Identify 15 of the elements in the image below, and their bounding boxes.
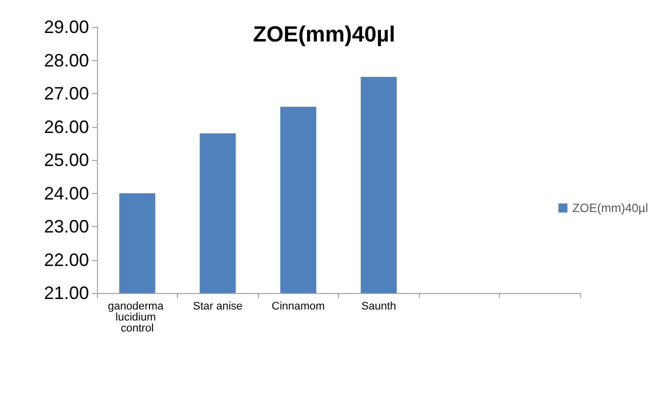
y-tick-label: 27.00 [44,84,89,104]
x-tick-label: Saunth [361,300,396,312]
y-tick-label: 21.00 [44,283,89,303]
chart-title: ZOE(mm)40µl [253,22,396,46]
y-tick-label: 26.00 [44,116,89,137]
legend-label: ZOE(mm)40µl [572,201,648,215]
y-tick-label: 29.00 [44,17,89,37]
y-tick-label: 25.00 [44,150,89,170]
y-tick-label: 23.00 [44,216,89,236]
x-tick-label: ganoderma lucidium control [108,300,167,334]
y-tick-label: 24.00 [44,183,89,204]
y-tick-label: 22.00 [44,250,89,270]
x-tick-label: Star anise [192,300,243,312]
y-tick-label: 28.00 [44,50,89,70]
x-tick-label: Cinnamom [272,300,325,312]
